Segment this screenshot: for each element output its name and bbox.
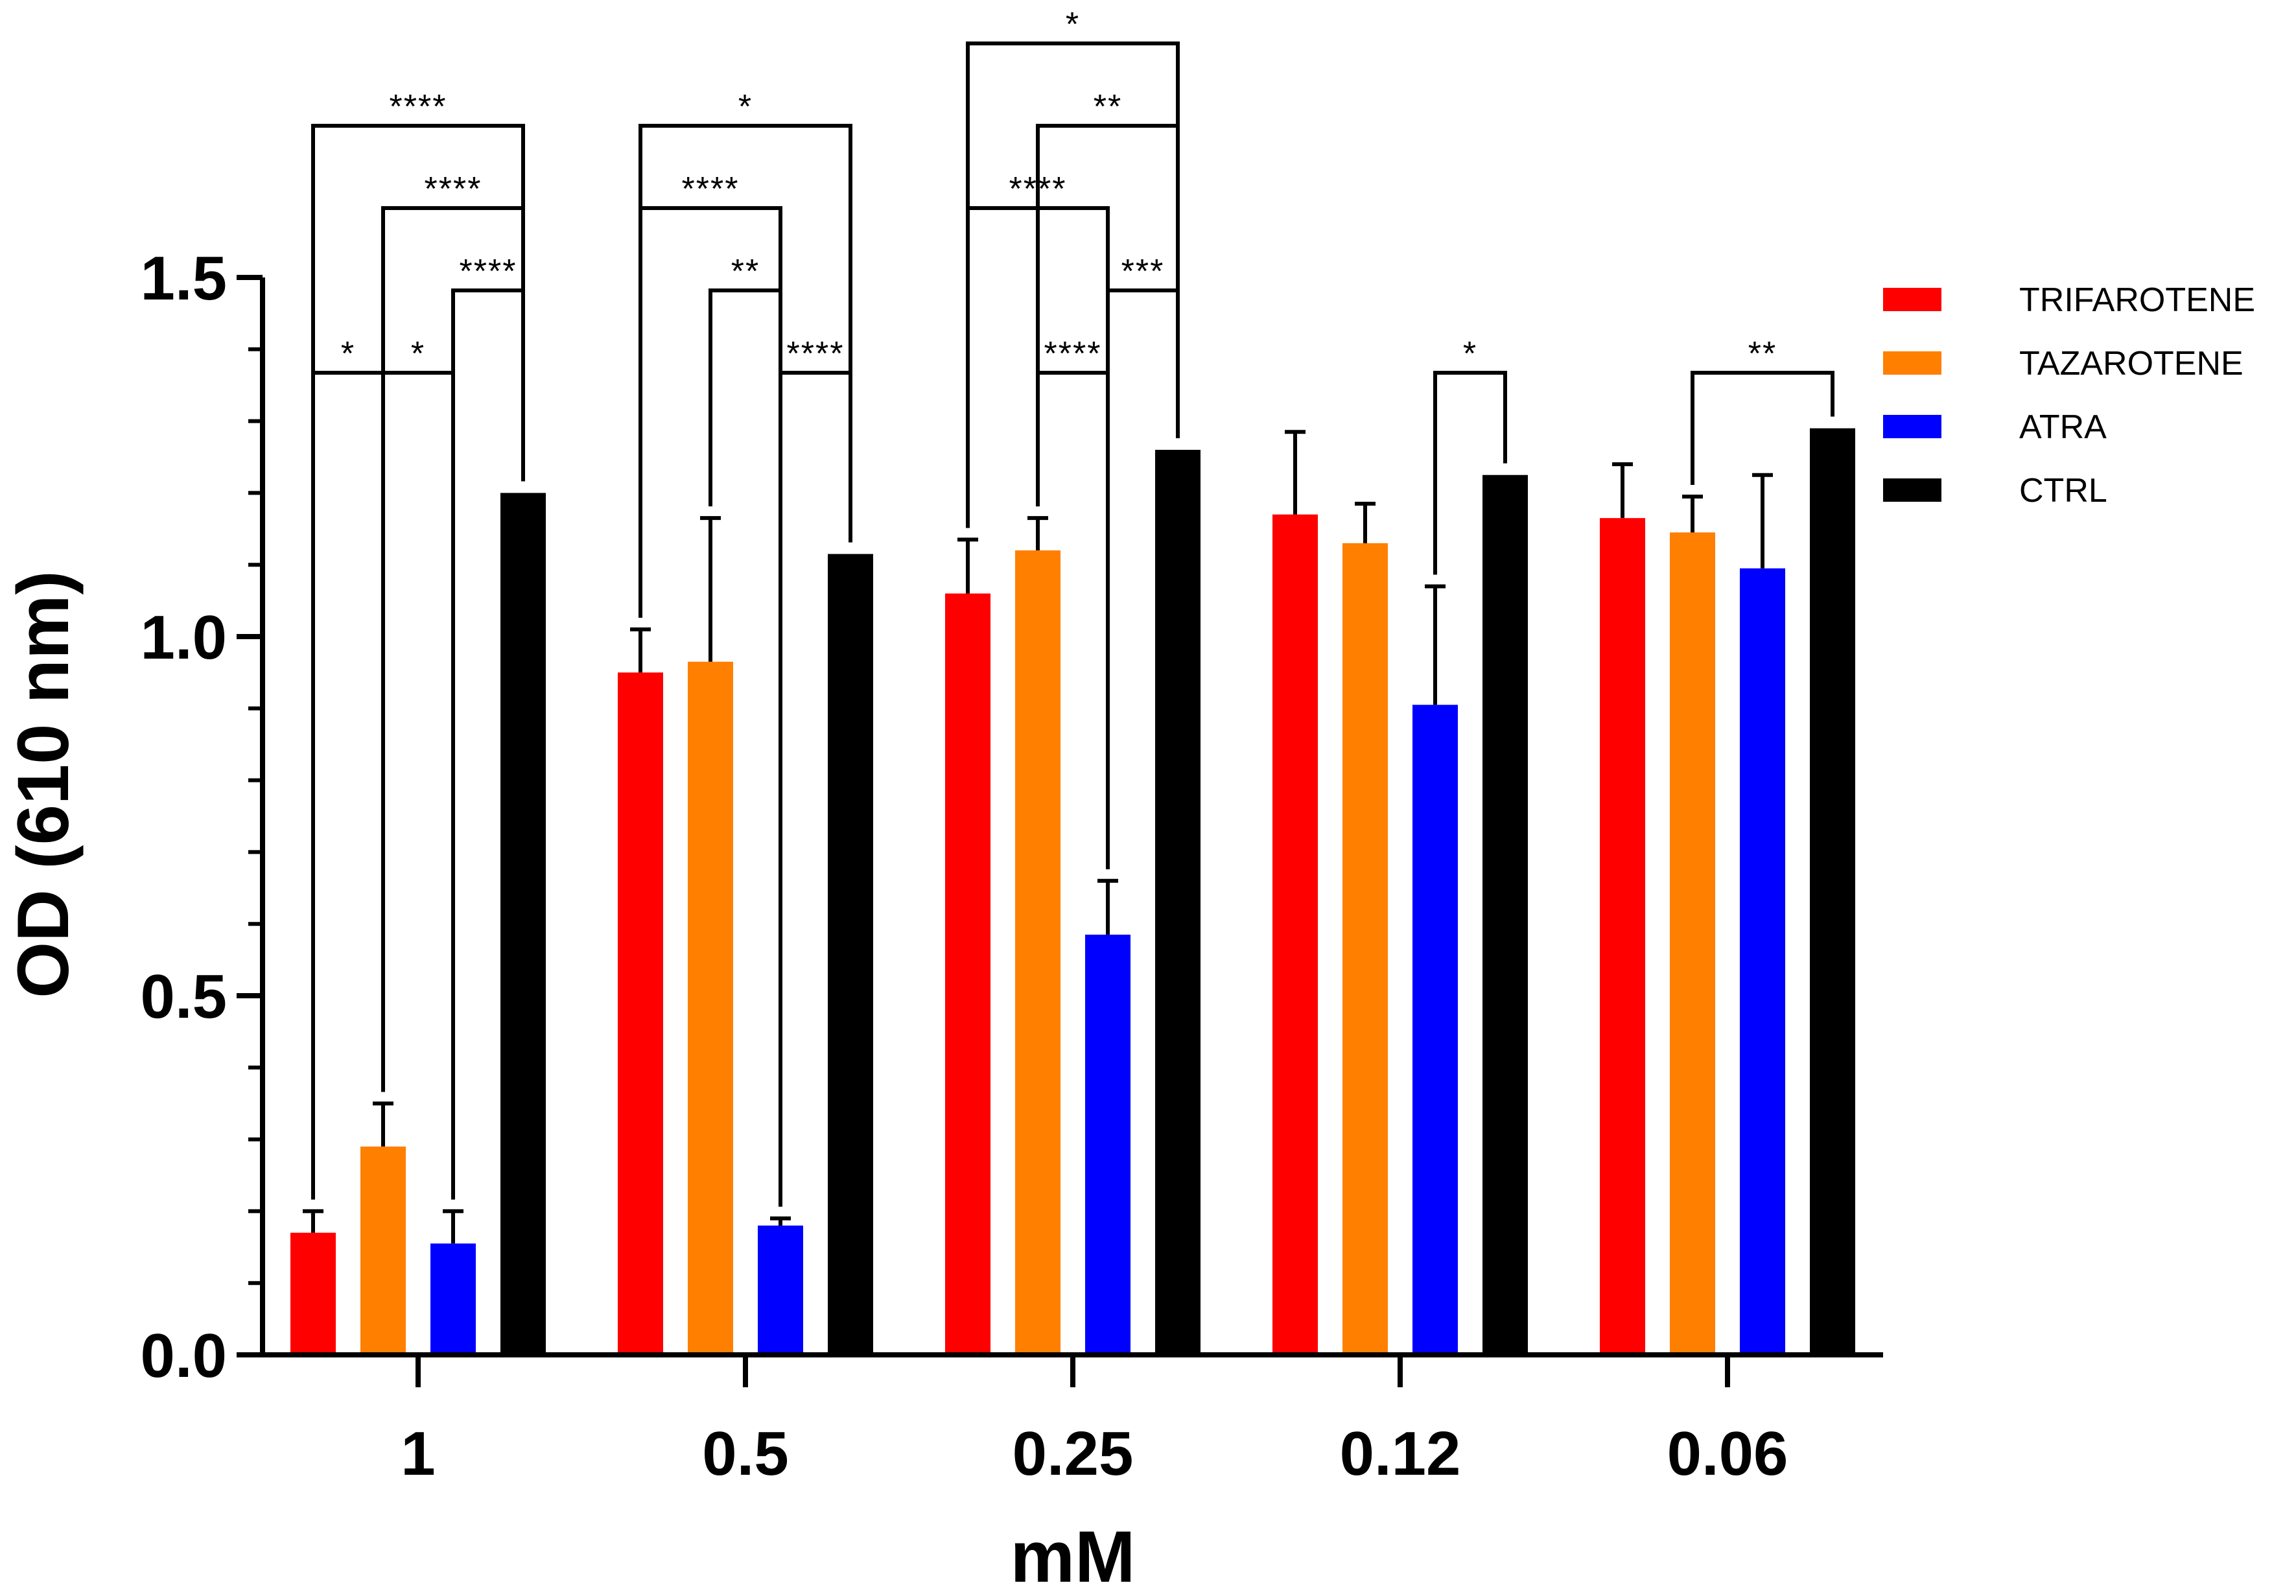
significance-label: * (1463, 335, 1477, 373)
legend: TRIFAROTENE TAZAROTENE ATRA CTRL (1883, 281, 2255, 510)
significance-annotations: ************* ************************** *… (311, 6, 1834, 1207)
bar-trifarotene-1 (290, 1232, 336, 1355)
significance-bracket (381, 371, 455, 1200)
bar-ctrl-0.12 (1482, 475, 1528, 1355)
significance-label: * (1066, 6, 1080, 43)
bar-trifarotene-0.06 (1600, 518, 1645, 1355)
bar-atra-0.5 (758, 1225, 803, 1355)
bar-atra-0.12 (1412, 705, 1458, 1355)
bar-ctrl-0.06 (1810, 428, 1855, 1355)
significance-label: **** (390, 88, 447, 126)
significance-bracket (779, 371, 852, 1207)
significance-label: **** (1044, 335, 1102, 373)
significance-label: **** (682, 170, 740, 208)
bars-layer (290, 428, 1855, 1355)
x-tick-label: 0.25 (1013, 1419, 1134, 1488)
bar-ctrl-0.5 (828, 554, 873, 1355)
significance-label: **** (1009, 170, 1067, 208)
bar-atra-0.06 (1740, 568, 1785, 1355)
bar-trifarotene-0.12 (1272, 514, 1318, 1355)
legend-label-trifarotene: TRIFAROTENE (2019, 281, 2255, 319)
legend-swatch-ctrl (1883, 478, 1941, 502)
bar-tazarotene-0.06 (1670, 532, 1715, 1355)
y-tick-label: 0.0 (141, 1321, 227, 1391)
bar-atra-0.25 (1085, 934, 1130, 1355)
significance-label: *** (1121, 253, 1165, 290)
significance-label: ** (1748, 335, 1777, 373)
y-tick-label: 1.5 (141, 244, 227, 313)
significance-bracket (1433, 371, 1507, 575)
bar-ctrl-1 (500, 493, 546, 1355)
legend-label-atra: ATRA (2019, 408, 2107, 446)
legend-swatch-trifarotene (1883, 288, 1941, 311)
y-tick-label: 0.5 (141, 962, 227, 1031)
bar-tazarotene-0.25 (1015, 550, 1060, 1355)
significance-label: **** (460, 253, 517, 290)
y-axis-title: OD (610 nm) (3, 570, 84, 998)
bar-ctrl-0.25 (1155, 449, 1201, 1355)
significance-label: * (341, 335, 355, 373)
bar-trifarotene-0.25 (945, 593, 990, 1355)
bar-atra-1 (430, 1243, 476, 1355)
y-tick-label: 1.0 (141, 603, 227, 672)
x-tick-label: 0.06 (1667, 1419, 1788, 1488)
significance-bracket (1036, 124, 1180, 507)
bar-trifarotene-0.5 (618, 672, 663, 1355)
significance-label: * (411, 335, 425, 373)
significance-bracket (1691, 371, 1834, 485)
x-axis-title: mM (1011, 1516, 1136, 1596)
significance-label: **** (787, 335, 845, 373)
axes-layer: 0.0 0.5 1.0 1.5 1 0.5 0.25 0.12 0.06 (141, 244, 1883, 1488)
significance-bracket (1036, 371, 1110, 869)
x-tick-label: 0.12 (1340, 1419, 1461, 1488)
significance-label: **** (425, 170, 482, 208)
legend-swatch-tazarotene (1883, 351, 1941, 375)
legend-swatch-atra (1883, 415, 1941, 438)
x-tick-label: 0.5 (702, 1419, 788, 1488)
legend-label-ctrl: CTRL (2019, 472, 2107, 510)
significance-bracket (311, 371, 385, 1200)
significance-label: ** (731, 253, 760, 290)
bar-tazarotene-0.12 (1342, 543, 1388, 1355)
x-tick-label: 1 (401, 1419, 435, 1488)
bar-tazarotene-1 (360, 1146, 406, 1355)
significance-label: * (738, 88, 753, 126)
significance-label: ** (1094, 88, 1122, 126)
legend-label-tazarotene: TAZAROTENE (2019, 345, 2243, 382)
bar-tazarotene-0.5 (688, 661, 733, 1355)
error-bars-layer (303, 430, 1773, 1244)
